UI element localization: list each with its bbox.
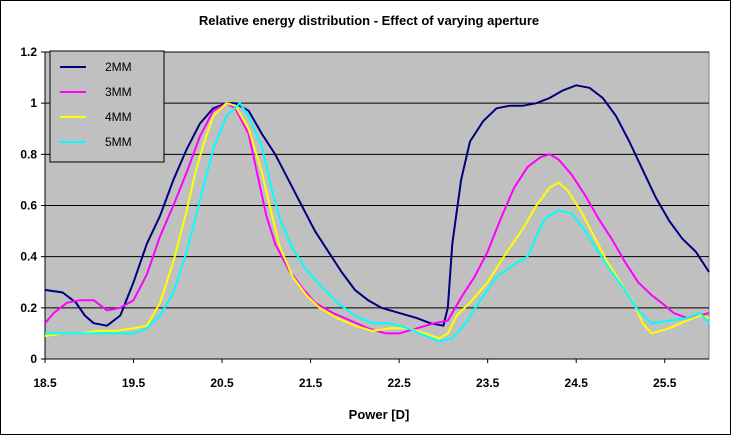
y-tick-label: 0.4 (20, 250, 37, 264)
x-axis-ticks: 18.5 19.5 20.5 21.5 22.5 23.5 24.5 25.5 (33, 52, 709, 390)
x-tick-label: 18.5 (33, 376, 57, 390)
series-line-2mm (44, 84, 710, 327)
legend-label: 5MM (105, 135, 132, 149)
legend: 2MM 3MM 4MM 5MM (49, 50, 165, 163)
legend-label: 2MM (105, 60, 132, 74)
x-tick-label: 25.5 (653, 376, 677, 390)
x-tick-label: 23.5 (476, 376, 500, 390)
series-line-5mm (45, 102, 710, 343)
x-tick-label: 22.5 (387, 376, 411, 390)
y-tick-label: 0 (30, 352, 37, 366)
legend-label: 3MM (105, 85, 132, 99)
y-tick-label: 0.2 (20, 301, 37, 315)
y-tick-label: 0.8 (20, 147, 37, 161)
y-tick-label: 1 (30, 96, 37, 110)
x-tick-label: 21.5 (299, 376, 323, 390)
y-axis-ticks: 0 0.2 0.4 0.6 0.8 1 1.2 (20, 45, 45, 366)
x-axis-label: Power [D] (349, 407, 410, 422)
y-tick-label: 1.2 (20, 45, 37, 59)
x-tick-label: 19.5 (122, 376, 146, 390)
x-tick-label: 20.5 (210, 376, 234, 390)
y-tick-label: 0.6 (20, 199, 37, 213)
legend-box (49, 50, 165, 163)
x-tick-label: 24.5 (565, 376, 589, 390)
legend-label: 4MM (105, 110, 132, 124)
series-lines (44, 84, 710, 343)
series-line-4mm (44, 102, 710, 340)
chart-title: Relative energy distribution - Effect of… (199, 13, 539, 28)
